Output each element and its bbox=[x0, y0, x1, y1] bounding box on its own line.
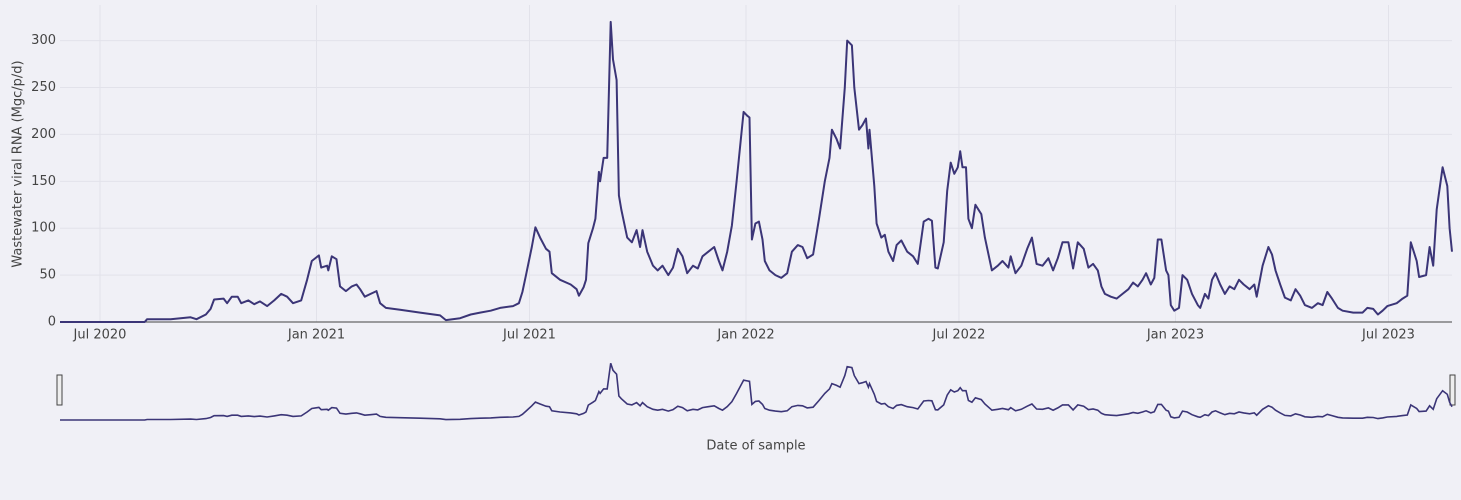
data-line bbox=[60, 20, 1453, 323]
y-tick-label: 0 bbox=[48, 315, 56, 330]
y-tick-label: 300 bbox=[31, 33, 56, 48]
x-axis-title: Date of sample bbox=[706, 439, 805, 454]
x-tick-label: Jul 2021 bbox=[502, 328, 556, 343]
x-tick-label: Jul 2023 bbox=[1361, 328, 1415, 343]
y-tick-label: 200 bbox=[31, 127, 56, 142]
range-handle-left[interactable] bbox=[56, 374, 63, 406]
y-tick-label: 150 bbox=[31, 174, 56, 189]
x-tick-label: Jul 2022 bbox=[932, 328, 986, 343]
y-tick-label: 250 bbox=[31, 80, 56, 95]
y-axis-title: Wastewater viral RNA (Mgc/p/d) bbox=[11, 60, 26, 267]
x-tick-label: Jan 2022 bbox=[716, 328, 774, 343]
range-handle-right[interactable] bbox=[1449, 374, 1456, 406]
x-tick-label: Jul 2020 bbox=[73, 328, 127, 343]
y-tick-label: 50 bbox=[39, 268, 56, 283]
x-tick-label: Jan 2021 bbox=[287, 328, 345, 343]
range-slider-line bbox=[60, 362, 1453, 421]
x-tick-label: Jan 2023 bbox=[1146, 328, 1204, 343]
y-tick-label: 100 bbox=[31, 221, 56, 236]
